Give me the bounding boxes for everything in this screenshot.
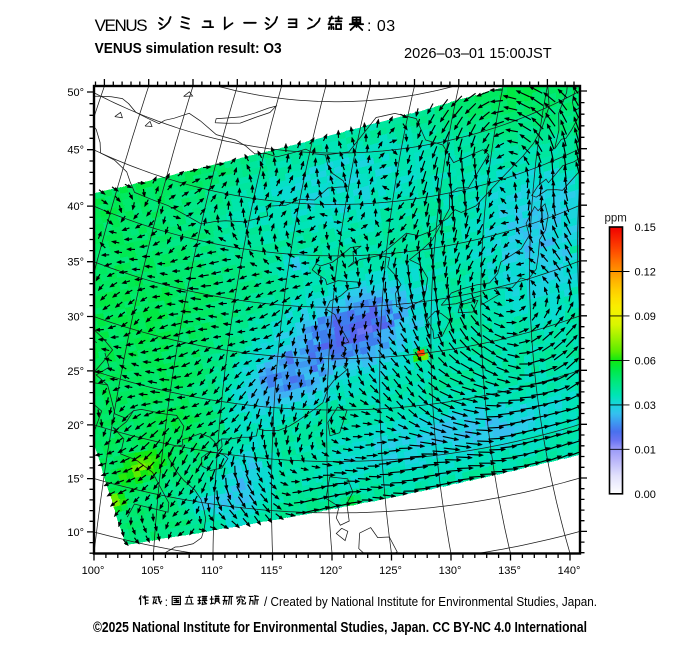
svg-text:140°: 140° <box>558 565 581 577</box>
svg-text:25°: 25° <box>67 366 84 378</box>
svg-text:0.06: 0.06 <box>635 355 656 367</box>
svg-text:105°: 105° <box>141 565 164 577</box>
svg-text:0.09: 0.09 <box>635 311 656 323</box>
svg-text:30°: 30° <box>67 312 84 324</box>
svg-text:/ Created by National Institut: / Created by National Institute for Envi… <box>264 595 597 609</box>
svg-text:0.03: 0.03 <box>635 400 656 412</box>
svg-text:110°: 110° <box>201 565 223 577</box>
svg-text:15°: 15° <box>67 474 84 486</box>
svg-text::: : <box>165 597 168 609</box>
svg-text:50°: 50° <box>67 87 84 99</box>
svg-text:20°: 20° <box>67 420 84 432</box>
svg-text:135°: 135° <box>498 565 521 577</box>
svg-text:115°: 115° <box>261 565 283 577</box>
svg-text:ppm: ppm <box>605 213 627 225</box>
svg-text:130°: 130° <box>439 565 462 577</box>
svg-text:120°: 120° <box>320 565 343 577</box>
svg-text:0.00: 0.00 <box>635 489 656 501</box>
svg-text:VENUS simulation result: O3: VENUS simulation result: O3 <box>95 40 282 57</box>
svg-text:0.15: 0.15 <box>635 222 656 234</box>
svg-text:125°: 125° <box>379 565 402 577</box>
svg-text:10°: 10° <box>67 527 84 539</box>
svg-text:©2025 National Institute for E: ©2025 National Institute for Environment… <box>93 620 587 636</box>
svg-text:0.01: 0.01 <box>635 444 656 456</box>
svg-text:35°: 35° <box>67 257 84 269</box>
svg-text:VENUS: VENUS <box>95 16 148 35</box>
svg-text:100°: 100° <box>82 565 105 577</box>
svg-text:2026–03–01 15:00JST: 2026–03–01 15:00JST <box>404 46 552 62</box>
svg-text:0.12: 0.12 <box>635 267 656 279</box>
svg-text:: 03: : 03 <box>367 18 396 35</box>
svg-text:45°: 45° <box>67 145 84 157</box>
svg-text:40°: 40° <box>67 201 84 213</box>
